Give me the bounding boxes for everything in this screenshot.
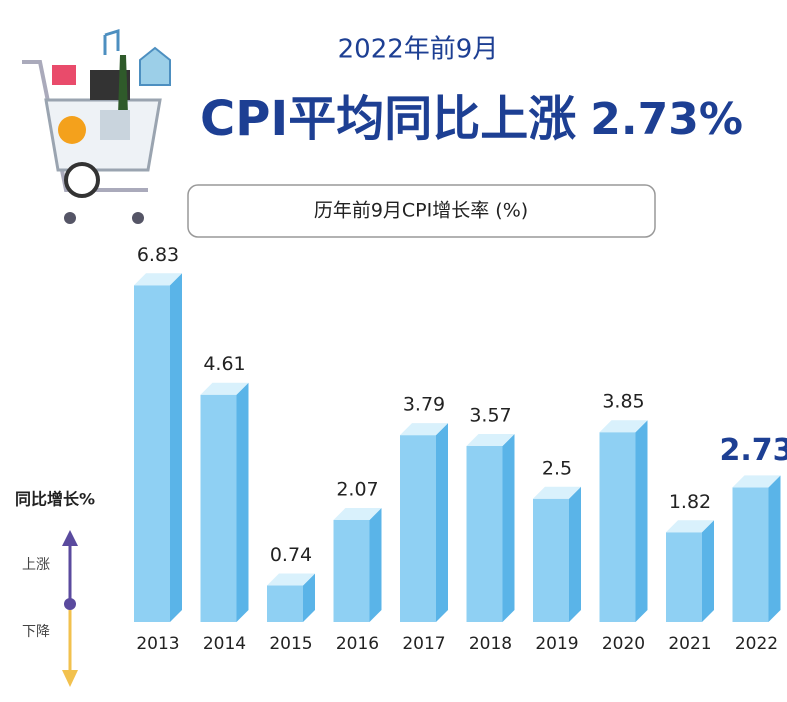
subtitle: 历年前9月CPI增长率 (%) xyxy=(314,200,528,222)
bar xyxy=(200,382,249,622)
up-label: 上涨 xyxy=(22,557,50,573)
x-tick-label: 2019 xyxy=(535,634,578,654)
bar-front xyxy=(134,285,170,622)
bar-top xyxy=(267,573,315,586)
bar xyxy=(666,520,714,622)
bar-front xyxy=(267,585,303,622)
x-tick-label: 2022 xyxy=(735,634,778,654)
x-tick-label: 2020 xyxy=(602,634,645,654)
value-label: 2.5 xyxy=(542,457,572,479)
value-label: 6.83 xyxy=(137,244,179,266)
bar-side xyxy=(369,507,382,622)
title: 2022年前9月 xyxy=(338,35,499,65)
value-label: 1.82 xyxy=(669,491,711,513)
value-label: 3.79 xyxy=(403,394,445,416)
x-tick-label: 2015 xyxy=(269,634,312,654)
bar xyxy=(599,420,648,622)
bar-side xyxy=(436,423,448,622)
x-tick-label: 2018 xyxy=(469,634,512,654)
bar-front xyxy=(466,445,503,622)
up-arrow xyxy=(62,530,78,546)
legend-title: 同比增长% xyxy=(15,490,95,509)
bar xyxy=(400,423,448,622)
bar-side xyxy=(768,475,781,622)
bar-top xyxy=(732,475,781,488)
value-label: 0.74 xyxy=(270,544,312,566)
bar-top xyxy=(533,486,581,499)
bar xyxy=(466,433,515,622)
x-tick-label: 2017 xyxy=(402,634,445,654)
bar-side xyxy=(702,520,714,622)
bar-front xyxy=(666,532,702,622)
headline-text: CPI平均同比上涨 xyxy=(200,91,576,147)
x-tick-label: 2014 xyxy=(203,634,246,654)
bar-side xyxy=(303,573,315,622)
bar-side xyxy=(635,420,648,622)
bar-top xyxy=(333,507,382,520)
value-label: 4.61 xyxy=(203,353,245,375)
bar-top xyxy=(200,382,249,395)
bar xyxy=(533,486,581,622)
x-tick-label: 2013 xyxy=(136,634,179,654)
bar-side xyxy=(502,433,515,622)
bar-front xyxy=(533,498,569,622)
bar-front xyxy=(400,435,436,622)
cart-illustration xyxy=(22,28,171,224)
bar-top xyxy=(466,433,515,446)
bar-top xyxy=(134,273,182,286)
bar xyxy=(267,573,315,622)
value-label: 3.85 xyxy=(602,391,644,413)
bar-front xyxy=(200,394,237,622)
value-label: 3.57 xyxy=(469,404,511,426)
bar xyxy=(134,273,182,622)
bar-front xyxy=(599,432,636,622)
bar-top xyxy=(599,420,648,433)
headline: CPI平均同比上涨 2.73% xyxy=(200,91,743,147)
value-label: 2.07 xyxy=(336,478,378,500)
x-tick-label: 2016 xyxy=(336,634,379,654)
x-tick-label: 2021 xyxy=(668,634,711,654)
headline-value: 2.73% xyxy=(590,94,743,145)
down-label: 下降 xyxy=(22,624,50,640)
value-label: 2.73 xyxy=(719,433,787,468)
bar xyxy=(732,475,781,622)
down-arrow xyxy=(62,670,78,687)
subtitle-box xyxy=(187,184,656,238)
bar xyxy=(333,507,382,622)
bar-top xyxy=(666,520,714,533)
bar-top xyxy=(400,423,448,436)
bar-front xyxy=(732,487,769,622)
bar-side xyxy=(170,273,182,622)
bar-side xyxy=(236,382,249,622)
zero-dot xyxy=(64,598,76,610)
bar-side xyxy=(569,486,581,622)
bar-front xyxy=(333,519,370,622)
